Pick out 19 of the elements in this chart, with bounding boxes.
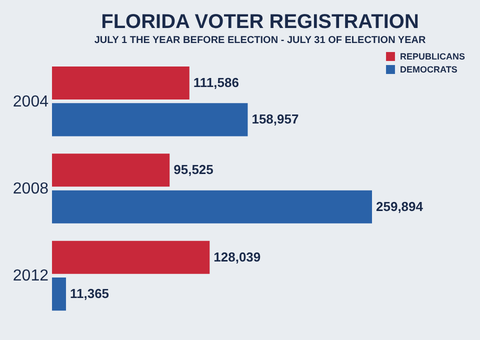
bar (52, 103, 248, 136)
bar (52, 154, 170, 187)
chart-title: FLORIDA VOTER REGISTRATION (101, 11, 419, 33)
bar (52, 190, 372, 224)
y-tick-label: 2008 (12, 180, 49, 198)
bar (52, 240, 210, 274)
legend-label: DEMOCRATS (400, 64, 458, 74)
legend-label: REPUBLICANS (400, 52, 466, 62)
data-label: 95,525 (174, 162, 214, 178)
data-label: 11,365 (70, 286, 110, 302)
data-label: 158,957 (252, 112, 299, 127)
chart-subtitle: JULY 1 THE YEAR BEFORE ELECTION - JULY 31 OF ELECTION YEAR (94, 35, 426, 46)
data-label: 259,894 (376, 198, 424, 214)
bar (52, 66, 190, 100)
bar (52, 278, 66, 311)
data-label: 128,039 (214, 249, 261, 264)
data-label: 111,586 (193, 74, 239, 90)
y-tick-label: 2004 (12, 93, 49, 110)
y-tick-label: 2012 (12, 268, 49, 285)
